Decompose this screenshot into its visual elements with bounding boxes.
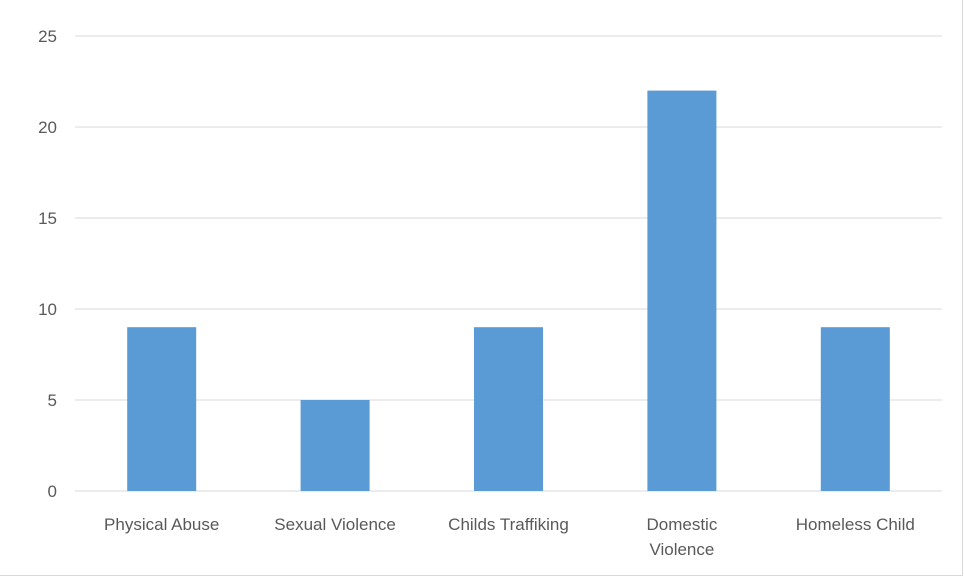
bar-2 [474,327,543,491]
y-axis-tick-labels: 0 5 10 15 20 25 [38,27,57,501]
y-tick-label-20: 20 [38,118,57,137]
x-category-label-3: Domestic Violence [646,515,717,559]
x-category-label-line: Physical Abuse [104,515,219,534]
y-tick-label-10: 10 [38,300,57,319]
y-tick-label-25: 25 [38,27,57,46]
bar-1 [300,400,370,491]
bars [127,90,890,491]
x-category-label-line: Childs Traffiking [448,515,569,534]
bar-3 [647,90,717,491]
x-category-label-line: Domestic [646,515,717,534]
y-tick-label-15: 15 [38,209,57,228]
x-axis-category-labels: Physical Abuse Sexual Violence Childs Traf… [104,515,915,559]
bar-4 [820,327,890,491]
gridlines [75,35,942,492]
x-category-label-line: Sexual Violence [274,515,396,534]
bar-0 [127,327,197,491]
x-category-label-line: Homeless Child [796,515,915,534]
y-tick-label-5: 5 [48,391,57,410]
x-category-label-2: Childs Traffiking [448,515,569,534]
x-category-label-1: Sexual Violence [274,515,396,534]
y-tick-label-0: 0 [48,482,57,501]
x-category-label-line: Violence [649,540,714,559]
x-category-label-4: Homeless Child [796,515,915,534]
x-category-label-0: Physical Abuse [104,515,219,534]
